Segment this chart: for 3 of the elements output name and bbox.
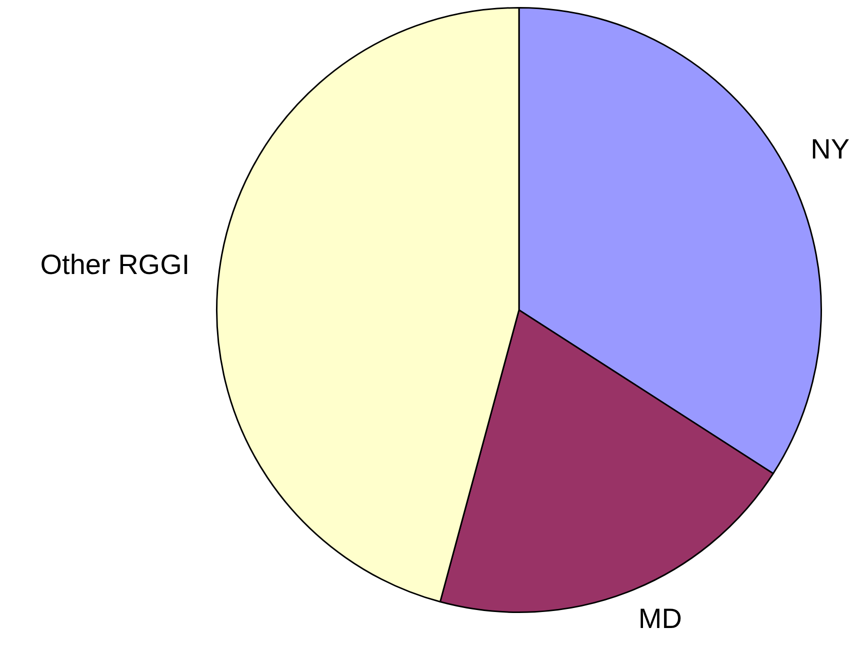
slice-label: Other RGGI (40, 249, 190, 280)
slice-label: NY (810, 134, 850, 165)
slice-label: MD (638, 602, 682, 634)
